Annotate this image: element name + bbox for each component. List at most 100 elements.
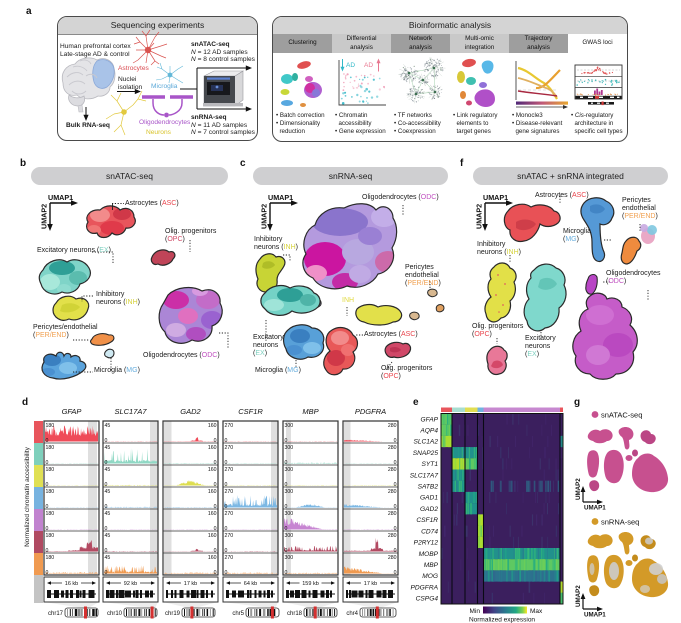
svg-text:0: 0 bbox=[214, 504, 217, 510]
svg-text:159 kb: 159 kb bbox=[302, 581, 319, 587]
svg-text:180: 180 bbox=[46, 467, 55, 473]
svg-text:UMAP1: UMAP1 bbox=[584, 505, 606, 512]
svg-text:MOG: MOG bbox=[422, 573, 438, 580]
svg-text:AD: AD bbox=[364, 62, 373, 69]
svg-text:180: 180 bbox=[46, 511, 55, 517]
svg-text:Min: Min bbox=[470, 608, 481, 615]
svg-text:270: 270 bbox=[225, 467, 234, 473]
svg-text:0: 0 bbox=[394, 570, 397, 576]
svg-text:0: 0 bbox=[105, 526, 108, 532]
svg-text:Normalized expression: Normalized expression bbox=[469, 617, 535, 623]
svg-text:280: 280 bbox=[388, 445, 397, 451]
svg-text:180: 180 bbox=[46, 555, 55, 561]
svg-text:UMAP2: UMAP2 bbox=[575, 478, 582, 500]
svg-text:0: 0 bbox=[285, 482, 288, 488]
svg-text:160: 160 bbox=[208, 489, 217, 495]
svg-text:160: 160 bbox=[208, 423, 217, 429]
svg-text:PDGFRA: PDGFRA bbox=[411, 584, 439, 591]
svg-text:SLC1A2: SLC1A2 bbox=[413, 439, 438, 446]
svg-text:0: 0 bbox=[394, 526, 397, 532]
svg-text:0: 0 bbox=[105, 438, 108, 444]
svg-text:280: 280 bbox=[388, 423, 397, 429]
svg-text:SNAP25: SNAP25 bbox=[413, 450, 439, 457]
svg-text:17 kb: 17 kb bbox=[184, 581, 197, 587]
svg-text:chr18: chr18 bbox=[287, 611, 303, 617]
svg-text:Normalized chromatin accessibi: Normalized chromatin accessibility bbox=[24, 446, 31, 546]
svg-text:SLC17A7: SLC17A7 bbox=[114, 407, 147, 416]
svg-text:0: 0 bbox=[214, 460, 217, 466]
svg-text:0: 0 bbox=[285, 526, 288, 532]
svg-text:0: 0 bbox=[214, 438, 217, 444]
svg-text:UMAP2: UMAP2 bbox=[40, 204, 49, 229]
svg-text:45: 45 bbox=[105, 511, 111, 517]
svg-text:270: 270 bbox=[225, 511, 234, 517]
svg-text:0: 0 bbox=[105, 548, 108, 554]
svg-text:270: 270 bbox=[225, 489, 234, 495]
svg-text:0: 0 bbox=[285, 548, 288, 554]
svg-text:160: 160 bbox=[208, 511, 217, 517]
svg-text:PDGFRA: PDGFRA bbox=[355, 407, 386, 416]
svg-text:chr10: chr10 bbox=[107, 611, 123, 617]
svg-text:16 kb: 16 kb bbox=[65, 581, 78, 587]
svg-text:280: 280 bbox=[388, 555, 397, 561]
svg-text:0: 0 bbox=[225, 570, 228, 576]
svg-text:17 kb: 17 kb bbox=[364, 581, 377, 587]
svg-text:45: 45 bbox=[105, 533, 111, 539]
svg-text:GAD1: GAD1 bbox=[420, 495, 438, 502]
svg-text:180: 180 bbox=[46, 489, 55, 495]
svg-text:45: 45 bbox=[105, 423, 111, 429]
svg-text:0: 0 bbox=[105, 504, 108, 510]
svg-text:chr19: chr19 bbox=[165, 611, 181, 617]
svg-text:280: 280 bbox=[388, 511, 397, 517]
svg-text:0: 0 bbox=[225, 504, 228, 510]
svg-text:160: 160 bbox=[208, 445, 217, 451]
svg-text:MOBP: MOBP bbox=[419, 551, 439, 558]
svg-text:0: 0 bbox=[394, 460, 397, 466]
svg-text:45: 45 bbox=[105, 555, 111, 561]
svg-text:0: 0 bbox=[46, 548, 49, 554]
svg-text:160: 160 bbox=[208, 533, 217, 539]
svg-text:GFAP: GFAP bbox=[421, 416, 439, 423]
svg-text:Max: Max bbox=[530, 608, 543, 615]
svg-text:0: 0 bbox=[394, 504, 397, 510]
svg-text:180: 180 bbox=[46, 423, 55, 429]
svg-text:160: 160 bbox=[208, 467, 217, 473]
svg-text:MBP: MBP bbox=[424, 562, 439, 569]
svg-text:0: 0 bbox=[285, 504, 288, 510]
svg-text:0: 0 bbox=[225, 438, 228, 444]
svg-text:0: 0 bbox=[214, 570, 217, 576]
svg-text:180: 180 bbox=[46, 533, 55, 539]
svg-text:180: 180 bbox=[46, 445, 55, 451]
svg-text:CD74: CD74 bbox=[421, 528, 438, 535]
svg-text:UMAP1: UMAP1 bbox=[48, 193, 73, 202]
svg-text:chr17: chr17 bbox=[48, 611, 64, 617]
svg-text:280: 280 bbox=[388, 467, 397, 473]
svg-text:CSF1R: CSF1R bbox=[238, 407, 263, 416]
svg-text:0: 0 bbox=[46, 570, 49, 576]
svg-text:0: 0 bbox=[46, 504, 49, 510]
svg-text:chr4: chr4 bbox=[346, 611, 358, 617]
svg-text:270: 270 bbox=[225, 555, 234, 561]
svg-text:92 kb: 92 kb bbox=[124, 581, 137, 587]
svg-text:0: 0 bbox=[225, 482, 228, 488]
svg-text:0: 0 bbox=[394, 438, 397, 444]
svg-text:UMAP1: UMAP1 bbox=[268, 193, 293, 202]
svg-text:0: 0 bbox=[285, 438, 288, 444]
svg-text:160: 160 bbox=[208, 555, 217, 561]
svg-text:0: 0 bbox=[46, 526, 49, 532]
svg-text:280: 280 bbox=[388, 533, 397, 539]
svg-text:280: 280 bbox=[388, 489, 397, 495]
svg-text:300: 300 bbox=[285, 467, 294, 473]
svg-text:0: 0 bbox=[285, 570, 288, 576]
svg-text:MBP: MBP bbox=[302, 407, 318, 416]
svg-text:GFAP: GFAP bbox=[62, 407, 82, 416]
svg-text:SYT1: SYT1 bbox=[422, 461, 439, 468]
svg-text:300: 300 bbox=[285, 445, 294, 451]
svg-text:270: 270 bbox=[225, 533, 234, 539]
svg-text:0: 0 bbox=[225, 526, 228, 532]
svg-text:300: 300 bbox=[285, 511, 294, 517]
svg-text:0: 0 bbox=[285, 460, 288, 466]
svg-text:snATAC-seq: snATAC-seq bbox=[601, 411, 642, 420]
svg-text:45: 45 bbox=[105, 489, 111, 495]
svg-text:AD: AD bbox=[346, 62, 355, 69]
